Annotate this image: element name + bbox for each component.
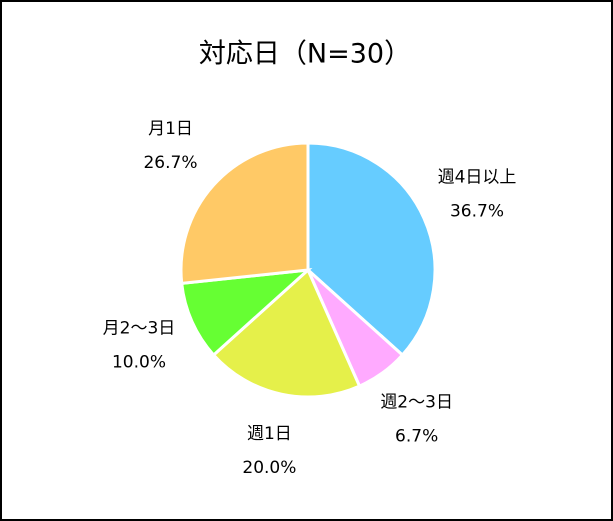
pie-slice <box>179 141 310 285</box>
slice-label: 月2〜3日 <box>103 318 176 338</box>
chart-title: 対応日（N=30） <box>199 39 411 70</box>
slice-label: 週1日 <box>247 424 292 444</box>
slice-value-label: 26.7% <box>143 153 197 173</box>
slice-value-label: 20.0% <box>242 458 296 478</box>
pie-slice <box>211 267 362 399</box>
slice-label: 週4日以上 <box>438 168 517 188</box>
slice-value-label: 10.0% <box>112 352 166 372</box>
slice-value-label: 36.7% <box>450 202 504 222</box>
slice-label: 月1日 <box>148 119 193 139</box>
pie-slice <box>180 268 313 358</box>
slice-label: 週2〜3日 <box>380 393 453 413</box>
slice-value-label: 6.7% <box>395 427 438 447</box>
pie-slice <box>306 141 437 358</box>
